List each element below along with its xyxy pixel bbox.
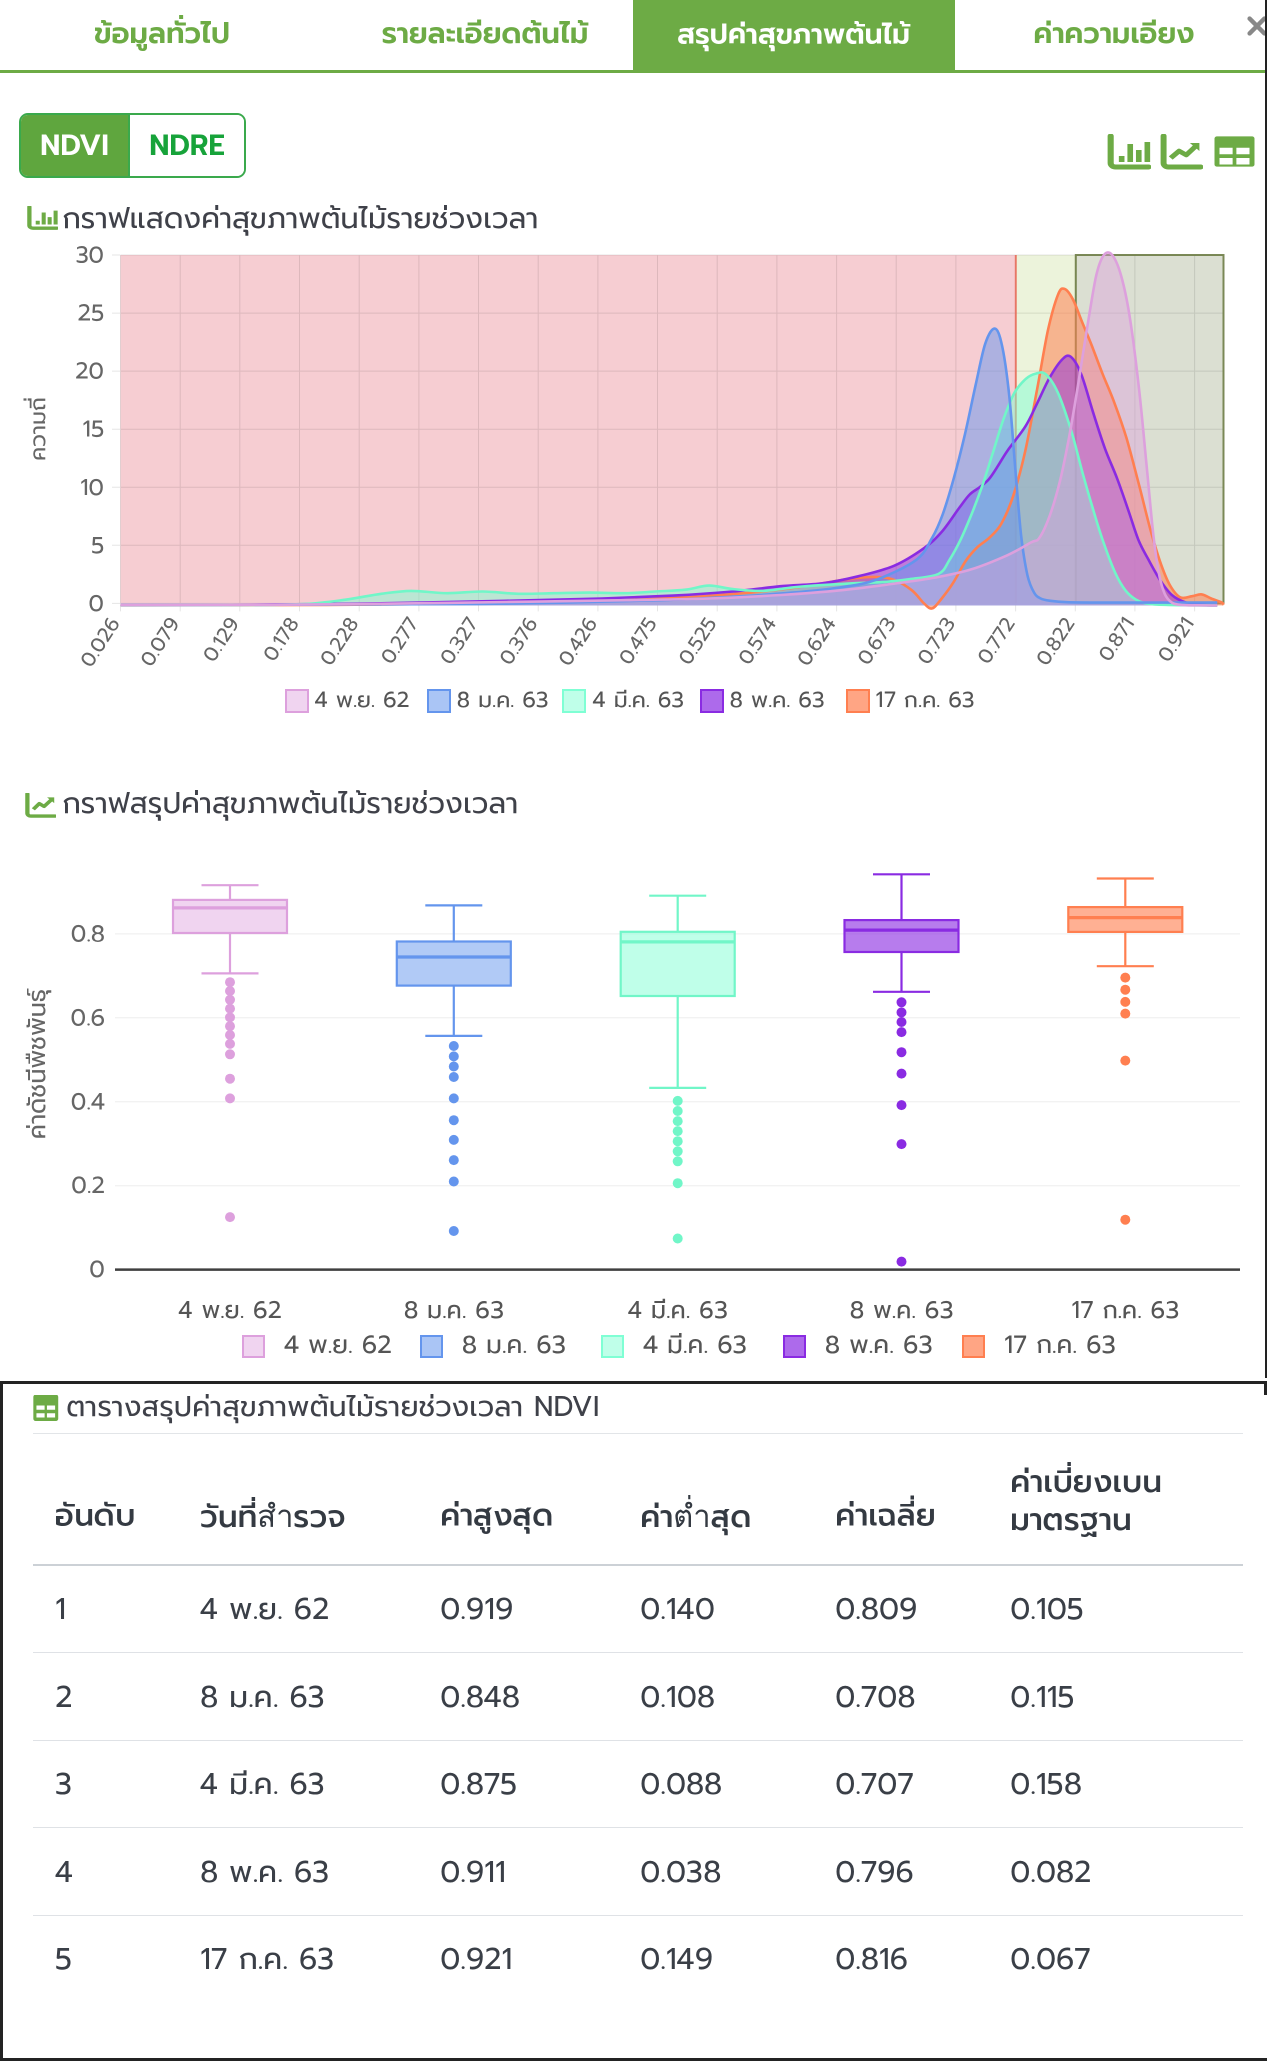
svg-text:0.921: 0.921	[1151, 612, 1202, 669]
svg-text:8 พ.ค. 63: 8 พ.ค. 63	[850, 1293, 954, 1329]
svg-text:17 ก.ค. 63: 17 ก.ค. 63	[1072, 1293, 1180, 1329]
svg-text:0.277: 0.277	[374, 611, 427, 670]
svg-text:0.129: 0.129	[196, 612, 247, 669]
svg-text:0.178: 0.178	[256, 612, 307, 668]
svg-text:0.4: 0.4	[71, 1083, 105, 1119]
svg-text:4 มี.ค. 63: 4 มี.ค. 63	[628, 1293, 728, 1329]
svg-text:0.871: 0.871	[1092, 612, 1143, 668]
svg-text:0.475: 0.475	[612, 612, 665, 672]
svg-text:0: 0	[89, 586, 104, 621]
svg-text:0.723: 0.723	[910, 612, 963, 671]
svg-text:ค่าดัชนีพืชพันธุ์: ค่าดัชนีพืชพันธุ์	[20, 988, 56, 1140]
svg-text:0.673: 0.673	[850, 612, 903, 672]
svg-text:0.079: 0.079	[133, 612, 187, 673]
svg-text:0.228: 0.228	[313, 612, 367, 672]
svg-text:0.026: 0.026	[73, 612, 128, 674]
svg-text:ความถี่: ความถี่	[22, 397, 55, 461]
svg-text:0.574: 0.574	[731, 612, 784, 672]
svg-text:0: 0	[89, 1251, 105, 1287]
svg-text:0.525: 0.525	[672, 612, 725, 672]
svg-text:0.624: 0.624	[790, 612, 844, 673]
svg-text:0.822: 0.822	[1029, 612, 1083, 672]
svg-text:0.2: 0.2	[71, 1167, 105, 1203]
svg-text:0.6: 0.6	[71, 999, 105, 1035]
svg-text:15: 15	[83, 412, 104, 447]
svg-text:10: 10	[80, 470, 104, 505]
svg-text:8 ม.ค. 63: 8 ม.ค. 63	[404, 1293, 504, 1329]
svg-text:20: 20	[75, 354, 104, 389]
svg-text:0.327: 0.327	[433, 611, 486, 670]
svg-text:0.772: 0.772	[970, 612, 1023, 671]
svg-text:0.376: 0.376	[492, 612, 545, 672]
svg-text:30: 30	[75, 240, 104, 273]
svg-text:0.426: 0.426	[551, 612, 605, 673]
svg-text:5: 5	[91, 528, 104, 563]
svg-text:4 พ.ย. 62: 4 พ.ย. 62	[178, 1293, 281, 1329]
svg-text:0.8: 0.8	[71, 915, 105, 951]
svg-text:25: 25	[78, 296, 104, 331]
